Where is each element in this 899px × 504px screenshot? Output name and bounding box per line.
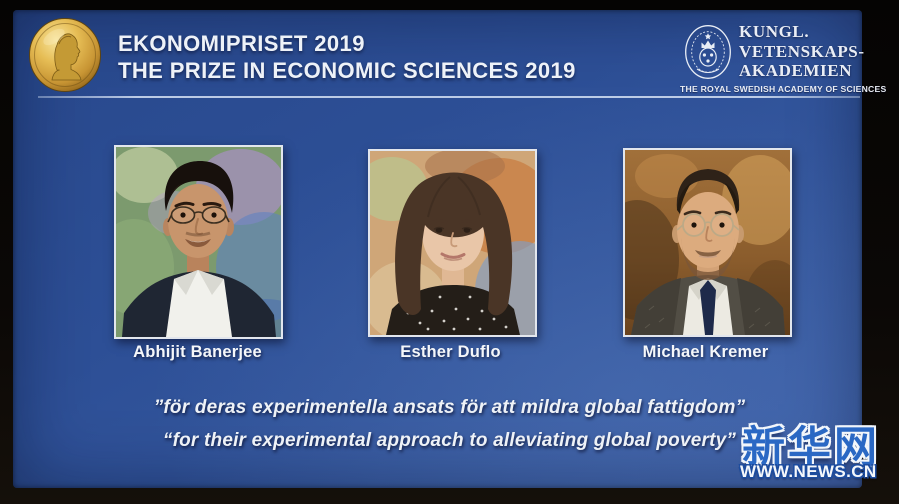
citation-english: “for their experimental approach to alle… xyxy=(162,430,737,451)
title-swedish: EKONOMIPRISET 2019 xyxy=(118,31,365,56)
xinhuanet-logo: 新华网 xyxy=(742,424,880,472)
portrait-michael-kremer xyxy=(623,148,792,337)
header-divider xyxy=(38,96,860,98)
laureate-name-banerjee: Abhijit Banerjee xyxy=(133,343,262,361)
academy-name-line1: KUNGL. xyxy=(739,22,810,41)
citation-swedish: ”för deras experimentella ansats för att… xyxy=(153,397,746,418)
portrait-abhijit-banerjee xyxy=(114,145,283,339)
xinhuanet-url: WWW.NEWS.CN xyxy=(740,462,877,481)
academy-name-line3: AKADEMIEN xyxy=(739,61,853,80)
laureate-name-duflo: Esther Duflo xyxy=(400,343,501,361)
academy-name-line2: VETENSKAPS- xyxy=(739,41,865,61)
portrait-esther-duflo xyxy=(368,149,537,337)
title-english: THE PRIZE IN ECONOMIC SCIENCES 2019 xyxy=(118,58,576,83)
academy-name: KUNGL. VETENSKAPS- AKADEMIEN xyxy=(739,22,865,81)
academy-seal-icon xyxy=(685,25,731,79)
portrait-illustration xyxy=(370,151,535,335)
portrait-illustration xyxy=(116,147,281,337)
portrait-illustration xyxy=(625,150,790,335)
nobel-medal-icon xyxy=(29,18,101,92)
laureate-name-kremer: Michael Kremer xyxy=(642,343,769,361)
slide-title: EKONOMIPRISET 2019 THE PRIZE IN ECONOMIC… xyxy=(118,30,576,84)
academy-subtitle: THE ROYAL SWEDISH ACADEMY OF SCIENCES xyxy=(680,84,887,94)
